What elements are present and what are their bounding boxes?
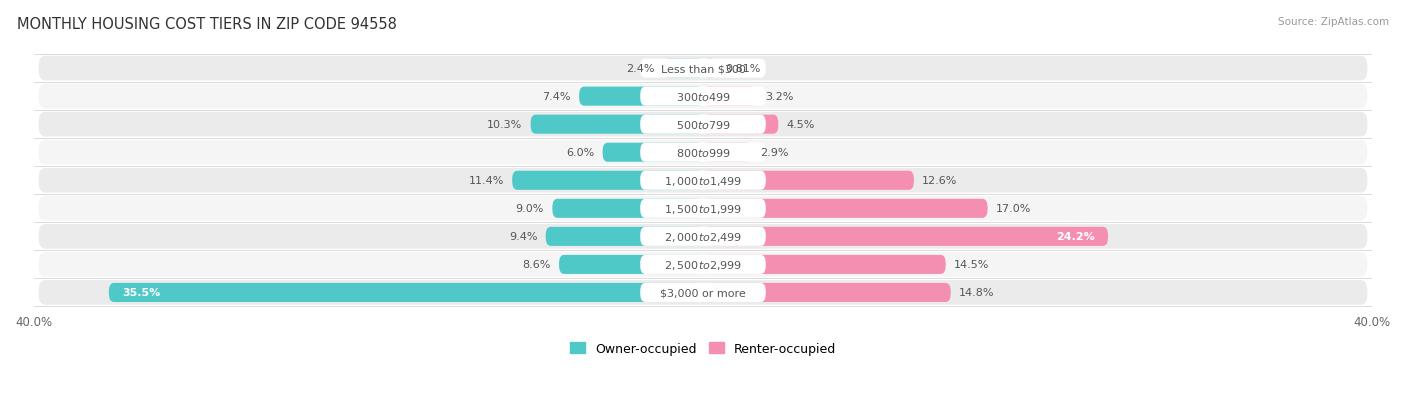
Text: $2,500 to $2,999: $2,500 to $2,999: [664, 258, 742, 271]
Text: 12.6%: 12.6%: [922, 176, 957, 186]
Text: MONTHLY HOUSING COST TIERS IN ZIP CODE 94558: MONTHLY HOUSING COST TIERS IN ZIP CODE 9…: [17, 17, 396, 31]
FancyBboxPatch shape: [38, 85, 1368, 109]
FancyBboxPatch shape: [579, 88, 703, 107]
FancyBboxPatch shape: [703, 199, 987, 218]
Text: Less than $300: Less than $300: [661, 64, 745, 74]
Text: 4.5%: 4.5%: [787, 120, 815, 130]
FancyBboxPatch shape: [108, 283, 703, 302]
Text: $800 to $999: $800 to $999: [675, 147, 731, 159]
FancyBboxPatch shape: [546, 227, 703, 246]
Text: 0.81%: 0.81%: [725, 64, 761, 74]
FancyBboxPatch shape: [603, 143, 703, 162]
FancyBboxPatch shape: [703, 255, 946, 274]
Text: $300 to $499: $300 to $499: [675, 91, 731, 103]
Text: 24.2%: 24.2%: [1056, 232, 1095, 242]
FancyBboxPatch shape: [512, 171, 703, 190]
FancyBboxPatch shape: [38, 140, 1368, 165]
FancyBboxPatch shape: [38, 252, 1368, 277]
Text: 11.4%: 11.4%: [468, 176, 503, 186]
Text: 8.6%: 8.6%: [522, 260, 551, 270]
Text: 9.4%: 9.4%: [509, 232, 537, 242]
Text: 14.8%: 14.8%: [959, 288, 994, 298]
FancyBboxPatch shape: [640, 255, 766, 274]
FancyBboxPatch shape: [38, 169, 1368, 193]
FancyBboxPatch shape: [640, 59, 766, 78]
Text: 9.0%: 9.0%: [516, 204, 544, 214]
Text: 2.9%: 2.9%: [759, 148, 789, 158]
FancyBboxPatch shape: [38, 197, 1368, 221]
FancyBboxPatch shape: [640, 283, 766, 302]
Text: 10.3%: 10.3%: [486, 120, 522, 130]
FancyBboxPatch shape: [553, 199, 703, 218]
Text: 3.2%: 3.2%: [765, 92, 793, 102]
FancyBboxPatch shape: [38, 225, 1368, 249]
FancyBboxPatch shape: [640, 227, 766, 246]
Text: 6.0%: 6.0%: [567, 148, 595, 158]
Text: $500 to $799: $500 to $799: [675, 119, 731, 131]
FancyBboxPatch shape: [640, 143, 766, 162]
Text: $1,000 to $1,499: $1,000 to $1,499: [664, 174, 742, 188]
FancyBboxPatch shape: [703, 227, 1108, 246]
Text: $1,500 to $1,999: $1,500 to $1,999: [664, 202, 742, 215]
FancyBboxPatch shape: [530, 115, 703, 134]
FancyBboxPatch shape: [38, 113, 1368, 137]
FancyBboxPatch shape: [703, 171, 914, 190]
FancyBboxPatch shape: [640, 88, 766, 107]
Text: $3,000 or more: $3,000 or more: [661, 288, 745, 298]
Text: 17.0%: 17.0%: [995, 204, 1031, 214]
Legend: Owner-occupied, Renter-occupied: Owner-occupied, Renter-occupied: [565, 337, 841, 360]
Text: 35.5%: 35.5%: [122, 288, 160, 298]
FancyBboxPatch shape: [703, 283, 950, 302]
FancyBboxPatch shape: [640, 115, 766, 134]
Text: Source: ZipAtlas.com: Source: ZipAtlas.com: [1278, 17, 1389, 26]
Text: 14.5%: 14.5%: [955, 260, 990, 270]
FancyBboxPatch shape: [662, 59, 703, 78]
FancyBboxPatch shape: [38, 57, 1368, 81]
FancyBboxPatch shape: [38, 280, 1368, 305]
FancyBboxPatch shape: [703, 88, 756, 107]
Text: 7.4%: 7.4%: [543, 92, 571, 102]
FancyBboxPatch shape: [640, 199, 766, 218]
FancyBboxPatch shape: [640, 171, 766, 190]
FancyBboxPatch shape: [703, 59, 717, 78]
FancyBboxPatch shape: [703, 115, 779, 134]
Text: $2,000 to $2,499: $2,000 to $2,499: [664, 230, 742, 243]
FancyBboxPatch shape: [560, 255, 703, 274]
Text: 2.4%: 2.4%: [626, 64, 654, 74]
FancyBboxPatch shape: [703, 143, 752, 162]
